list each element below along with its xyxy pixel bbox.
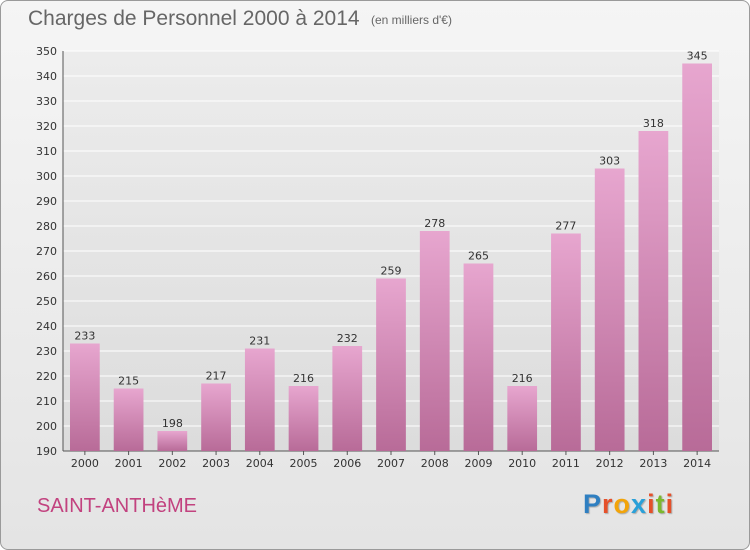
bar <box>551 233 581 451</box>
data-label: 259 <box>381 265 402 278</box>
commune-name: SAINT-ANTHèME <box>37 495 198 517</box>
data-label: 231 <box>249 335 270 348</box>
x-tick-label: 2005 <box>290 457 318 470</box>
proxiti-logo[interactable]: Proxiti <box>583 489 674 520</box>
bar <box>69 343 100 451</box>
bar <box>419 231 450 451</box>
logo-letter: i <box>647 489 656 519</box>
y-tick-label: 330 <box>36 95 57 108</box>
data-label: 232 <box>337 332 358 345</box>
x-tick-label: 2001 <box>115 457 143 470</box>
logo-letter: r <box>602 489 614 519</box>
x-tick-label: 2007 <box>377 457 405 470</box>
y-tick-label: 200 <box>36 420 57 433</box>
y-tick-label: 270 <box>36 245 57 258</box>
axes: 190 200 210 220 230 240 250 260 270 280 290 300 310 3… <box>36 45 719 470</box>
x-tick-label: 2002 <box>158 457 186 470</box>
x-tick-label: 2010 <box>508 457 536 470</box>
y-tick-label: 320 <box>36 120 57 133</box>
x-tick-label: 2012 <box>596 457 624 470</box>
logo-letter: x <box>631 489 648 519</box>
bar <box>507 386 538 451</box>
logo-letter: t <box>655 489 666 519</box>
logo-letter: o <box>613 489 632 519</box>
data-label: 278 <box>424 217 445 230</box>
x-tick-label: 2003 <box>202 457 230 470</box>
data-label: 215 <box>118 375 139 388</box>
y-tick-label: 210 <box>36 395 57 408</box>
bar <box>288 386 319 451</box>
chart-subtitle: (en milliers d'€) <box>371 13 452 27</box>
bar <box>463 263 494 451</box>
x-tick-label: 2011 <box>552 457 580 470</box>
bar <box>332 346 363 451</box>
data-label: 277 <box>555 220 576 233</box>
chart-title: Charges de Personnel 2000 à 2014 <box>28 7 360 30</box>
y-tick-label: 230 <box>36 345 57 358</box>
y-tick-label: 310 <box>36 145 57 158</box>
bar <box>157 431 188 451</box>
data-label: 216 <box>512 372 533 385</box>
y-tick-label: 240 <box>36 320 57 333</box>
data-label: 198 <box>162 417 183 430</box>
x-tick-label: 2014 <box>683 457 711 470</box>
y-tick-label: 350 <box>36 45 57 58</box>
x-tick-label: 2000 <box>71 457 99 470</box>
bar <box>376 278 406 451</box>
x-tick-label: 2006 <box>333 457 361 470</box>
bar <box>113 388 144 451</box>
data-label: 318 <box>643 117 664 130</box>
data-label: 303 <box>599 155 620 168</box>
bar <box>682 63 713 451</box>
y-tick-label: 300 <box>36 170 57 183</box>
x-tick-label: 2008 <box>421 457 449 470</box>
bar <box>244 348 275 451</box>
data-label: 345 <box>687 50 708 63</box>
bar <box>594 168 625 451</box>
y-tick-label: 280 <box>36 220 57 233</box>
y-tick-label: 290 <box>36 195 57 208</box>
x-tick-label: 2013 <box>639 457 667 470</box>
y-tick-label: 340 <box>36 70 57 83</box>
x-tick-label: 2009 <box>464 457 492 470</box>
data-label: 265 <box>468 250 489 263</box>
x-tick-label: 2004 <box>246 457 274 470</box>
data-label: 233 <box>74 330 95 343</box>
bars <box>69 63 713 451</box>
y-tick-label: 260 <box>36 270 57 283</box>
y-tick-label: 250 <box>36 295 57 308</box>
data-label: 216 <box>293 372 314 385</box>
labels: 233 215 198 217 231 216 232 259 278 265 216 277 303 3… <box>74 50 707 431</box>
bar <box>638 131 669 451</box>
logo-letter: i <box>665 489 675 519</box>
logo-letter: P <box>583 489 603 519</box>
data-label: 217 <box>206 370 227 383</box>
y-tick-label: 190 <box>36 445 57 458</box>
y-tick-label: 220 <box>36 370 57 383</box>
bar <box>201 383 231 451</box>
